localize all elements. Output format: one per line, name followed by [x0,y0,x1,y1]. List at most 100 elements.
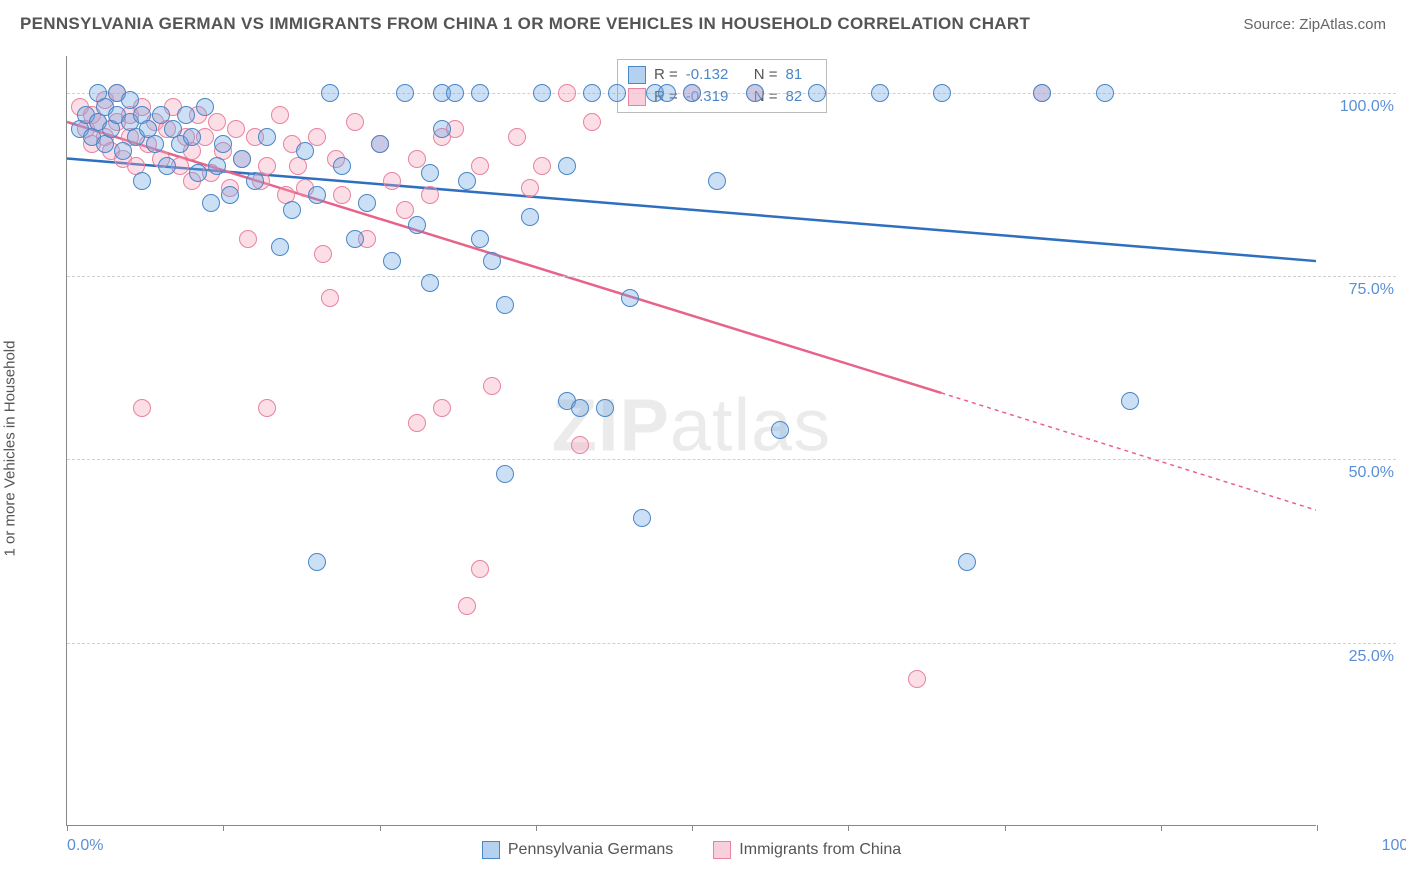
data-point [346,113,364,131]
legend-swatch [713,841,731,859]
data-point [358,194,376,212]
data-point [458,597,476,615]
x-tick [692,825,693,831]
data-point [308,128,326,146]
data-point [233,150,251,168]
data-point [1121,392,1139,410]
data-point [246,172,264,190]
gridline [67,459,1396,460]
data-point [471,230,489,248]
data-point [658,84,676,102]
data-point [408,150,426,168]
source-attribution: Source: ZipAtlas.com [1243,16,1386,33]
data-point [227,120,245,138]
data-point [333,186,351,204]
data-point [908,670,926,688]
data-point [508,128,526,146]
data-point [221,186,239,204]
data-point [571,399,589,417]
data-point [746,84,764,102]
data-point [471,84,489,102]
legend-stats-row: R =-0.132N =81 [628,64,816,86]
bottom-legend: Pennsylvania Germans Immigrants from Chin… [67,841,1316,859]
data-point [189,164,207,182]
data-point [383,172,401,190]
data-point [114,142,132,160]
data-point [396,201,414,219]
data-point [283,201,301,219]
data-point [308,553,326,571]
data-point [271,106,289,124]
y-axis-label: 1 or more Vehicles in Household [2,341,19,557]
data-point [308,186,326,204]
x-tick [1005,825,1006,831]
data-point [239,230,257,248]
legend-swatch [482,841,500,859]
data-point [321,84,339,102]
data-point [346,230,364,248]
data-point [521,179,539,197]
data-point [433,120,451,138]
legend-item: Immigrants from China [713,841,901,859]
data-point [496,465,514,483]
legend-swatch [628,88,646,106]
data-point [1096,84,1114,102]
data-point [421,164,439,182]
data-point [396,84,414,102]
data-point [421,274,439,292]
data-point [958,553,976,571]
header: PENNSYLVANIA GERMAN VS IMMIGRANTS FROM C… [0,0,1406,44]
data-point [483,377,501,395]
x-tick [1317,825,1318,831]
data-point [421,186,439,204]
data-point [158,157,176,175]
legend-label: Immigrants from China [739,841,901,859]
data-point [871,84,889,102]
data-point [258,128,276,146]
data-point [933,84,951,102]
data-point [583,113,601,131]
data-point [196,98,214,116]
data-point [271,238,289,256]
data-point [533,157,551,175]
data-point [314,245,332,263]
x-tick [536,825,537,831]
stat-n-value: 81 [786,64,816,86]
chart-title: PENNSYLVANIA GERMAN VS IMMIGRANTS FROM C… [20,14,1030,34]
x-tick [848,825,849,831]
legend-item: Pennsylvania Germans [482,841,673,859]
x-tick-label: 100.0% [1382,837,1406,855]
data-point [471,157,489,175]
stat-r-value: -0.132 [686,64,746,86]
plot-area: ZIPatlas R =-0.132N =81R =-0.319N =82 Pe… [66,56,1316,826]
legend-label: Pennsylvania Germans [508,841,673,859]
data-point [333,157,351,175]
data-point [208,113,226,131]
data-point [133,399,151,417]
data-point [446,84,464,102]
data-point [371,135,389,153]
data-point [483,252,501,270]
data-point [408,216,426,234]
data-point [214,135,232,153]
data-point [121,91,139,109]
data-point [202,194,220,212]
x-tick [380,825,381,831]
data-point [258,399,276,417]
data-point [321,289,339,307]
y-tick-label: 50.0% [1349,464,1394,482]
data-point [177,106,195,124]
data-point [558,84,576,102]
data-point [621,289,639,307]
data-point [771,421,789,439]
data-point [633,509,651,527]
data-point [608,84,626,102]
y-tick-label: 75.0% [1349,281,1394,299]
data-point [458,172,476,190]
data-point [596,399,614,417]
data-point [683,84,701,102]
data-point [558,157,576,175]
gridline [67,276,1396,277]
data-point [183,128,201,146]
chart-container: ZIPatlas R =-0.132N =81R =-0.319N =82 Pe… [46,56,1316,826]
